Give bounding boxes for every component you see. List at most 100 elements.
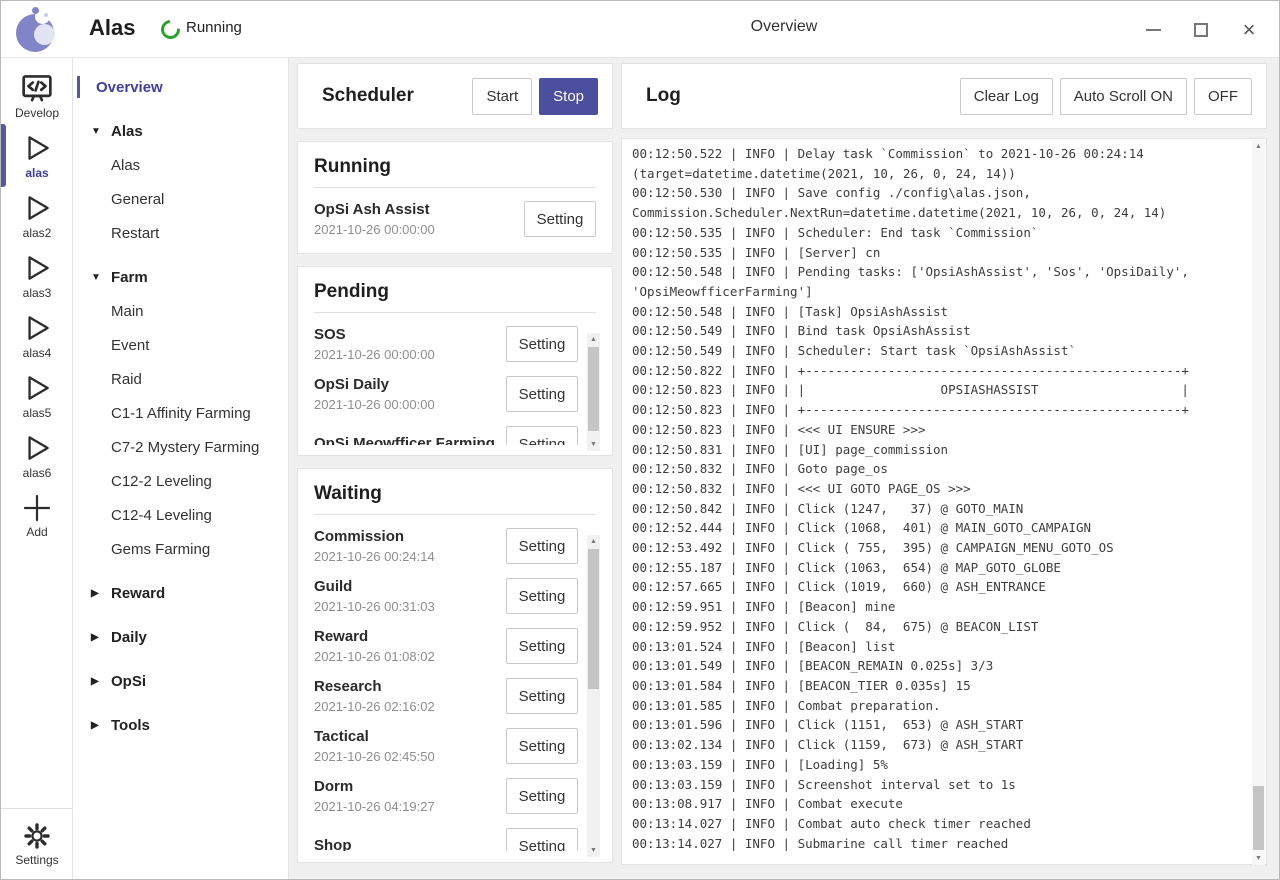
nav-item-label: Overview (96, 78, 163, 96)
nav-item[interactable]: C12-2 Leveling (73, 464, 288, 498)
nav-item[interactable]: Raid (73, 362, 288, 396)
rail-item-label: alas4 (22, 346, 52, 360)
autoscroll-on-button[interactable]: Auto Scroll ON (1059, 77, 1187, 115)
nav-item[interactable]: Gems Farming (73, 532, 288, 566)
play-icon (28, 196, 49, 220)
task-info: Guild 2021-10-26 00:31:03 (314, 577, 506, 616)
rail-item-label: Add (26, 525, 48, 539)
task-row: Reward 2021-10-26 01:08:02 Setting (314, 621, 578, 671)
gear-icon (24, 822, 50, 849)
log-title: Log (646, 85, 681, 106)
pending-scrollbar[interactable]: ▲ ▼ (587, 333, 600, 451)
page-title: Overview (750, 18, 818, 35)
maximize-button[interactable] (1179, 10, 1223, 50)
rail-item-instance[interactable]: alas (1, 124, 73, 187)
rail-bottom: Settings (1, 808, 73, 879)
plus-icon (23, 494, 51, 522)
nav-item-label: Gems Farming (111, 540, 211, 558)
rail-item-instance[interactable]: alas2 (1, 186, 73, 245)
waiting-scrollbar[interactable]: ▲ ▼ (587, 535, 600, 857)
task-setting-button[interactable]: Setting (506, 426, 578, 445)
app-title: Alas (89, 15, 136, 40)
nav-item[interactable]: ▼ Farm (73, 260, 288, 294)
log-text: 00:12:50.522 | INFO | Delay task `Commis… (632, 146, 1189, 851)
log-scrollbar[interactable]: ▲ ▼ (1252, 140, 1265, 865)
task-row: Guild 2021-10-26 00:31:03 Setting (314, 571, 578, 621)
task-setting-button[interactable]: Setting (506, 728, 578, 764)
task-setting-button[interactable]: Setting (524, 201, 596, 237)
nav-item[interactable]: Overview (73, 70, 288, 104)
nav-item[interactable]: ▼ Alas (73, 114, 288, 148)
waiting-task-list: Commission 2021-10-26 00:24:14 Setting G… (314, 521, 578, 851)
task-next-run-time: 2021-10-26 00:31:03 (314, 598, 435, 614)
task-info: Research 2021-10-26 02:16:02 (314, 677, 506, 716)
clear-log-button[interactable]: Clear Log (959, 77, 1053, 115)
pending-title: Pending (314, 281, 596, 313)
scrollbar-thumb[interactable] (588, 549, 599, 689)
task-info: Reward 2021-10-26 01:08:02 (314, 627, 506, 666)
scrollbar-thumb[interactable] (588, 347, 599, 431)
task-row: Research 2021-10-26 02:16:02 Setting (314, 671, 578, 721)
rail-item-develop[interactable]: Develop (1, 66, 73, 125)
scroll-up-icon[interactable]: ▲ (1255, 143, 1262, 150)
scroll-up-icon[interactable]: ▲ (590, 336, 597, 343)
nav-item[interactable]: Alas (73, 148, 288, 182)
minimize-button[interactable] (1131, 10, 1175, 50)
nav-item[interactable]: C1-1 Affinity Farming (73, 396, 288, 430)
task-name: OpSi Ash Assist (314, 200, 430, 218)
autoscroll-off-button[interactable]: OFF (1194, 77, 1252, 115)
rail-item-add[interactable]: Add (1, 486, 73, 545)
rail-item-instance[interactable]: alas5 (1, 366, 73, 425)
nav-item-label: Alas (111, 122, 143, 140)
nav-item[interactable]: ▶ Tools (73, 708, 288, 742)
task-name: OpSi Daily (314, 375, 390, 393)
play-icon (28, 256, 49, 280)
close-button[interactable]: × (1227, 10, 1271, 50)
task-setting-button[interactable]: Setting (506, 678, 578, 714)
task-setting-button[interactable]: Setting (506, 628, 578, 664)
play-icon (28, 316, 49, 340)
task-info: Dorm 2021-10-26 04:19:27 (314, 777, 506, 816)
nav-item[interactable]: General (73, 182, 288, 216)
rail-item-label: alas3 (22, 286, 52, 300)
task-row: Commission 2021-10-26 00:24:14 Setting (314, 521, 578, 571)
task-setting-button[interactable]: Setting (506, 376, 578, 412)
rail-item-instance[interactable]: alas3 (1, 246, 73, 305)
nav-item[interactable]: ▶ OpSi (73, 664, 288, 698)
scroll-down-icon[interactable]: ▼ (1255, 855, 1262, 862)
task-info: Shop (314, 836, 506, 851)
nav-item[interactable]: Event (73, 328, 288, 362)
task-name: Shop (314, 837, 352, 851)
tree-arrow-icon: ▼ (91, 125, 101, 137)
nav-item[interactable]: ▶ Reward (73, 576, 288, 610)
scheduler-start-button[interactable]: Start (472, 77, 533, 115)
task-setting-button[interactable]: Setting (506, 578, 578, 614)
task-info: Commission 2021-10-26 00:24:14 (314, 527, 506, 566)
nav-item-label: Daily (111, 628, 147, 646)
task-setting-button[interactable]: Setting (506, 326, 578, 362)
nav-item[interactable]: C7-2 Mystery Farming (73, 430, 288, 464)
scheduler-stop-button[interactable]: Stop (539, 77, 598, 115)
rail-item-settings[interactable]: Settings (1, 817, 73, 869)
nav-item[interactable]: Main (73, 294, 288, 328)
task-setting-button[interactable]: Setting (506, 528, 578, 564)
nav-item[interactable]: Restart (73, 216, 288, 250)
play-icon (28, 376, 49, 400)
task-next-run-time: 2021-10-26 04:19:27 (314, 798, 435, 814)
scroll-down-icon[interactable]: ▼ (590, 441, 597, 448)
rail-item-instance[interactable]: alas6 (1, 426, 73, 485)
task-setting-button[interactable]: Setting (506, 828, 578, 851)
rail-item-instance[interactable]: alas4 (1, 306, 73, 365)
nav-item[interactable]: ▶ Daily (73, 620, 288, 654)
rail-item-label: alas (25, 166, 49, 180)
nav-item[interactable]: C12-4 Leveling (73, 498, 288, 532)
nav-item-label: OpSi (111, 672, 147, 690)
task-setting-button[interactable]: Setting (506, 778, 578, 814)
task-info: OpSi Meowfficer Farming (314, 434, 506, 445)
scroll-down-icon[interactable]: ▼ (590, 847, 597, 854)
scroll-up-icon[interactable]: ▲ (590, 538, 597, 545)
scrollbar-thumb[interactable] (1253, 786, 1264, 850)
running-task-list: OpSi Ash Assist 2021-10-26 00:00:00 Sett… (314, 194, 596, 250)
running-title: Running (314, 156, 596, 188)
instance-rail: Develop alas alas2 alas3 (1, 58, 73, 879)
